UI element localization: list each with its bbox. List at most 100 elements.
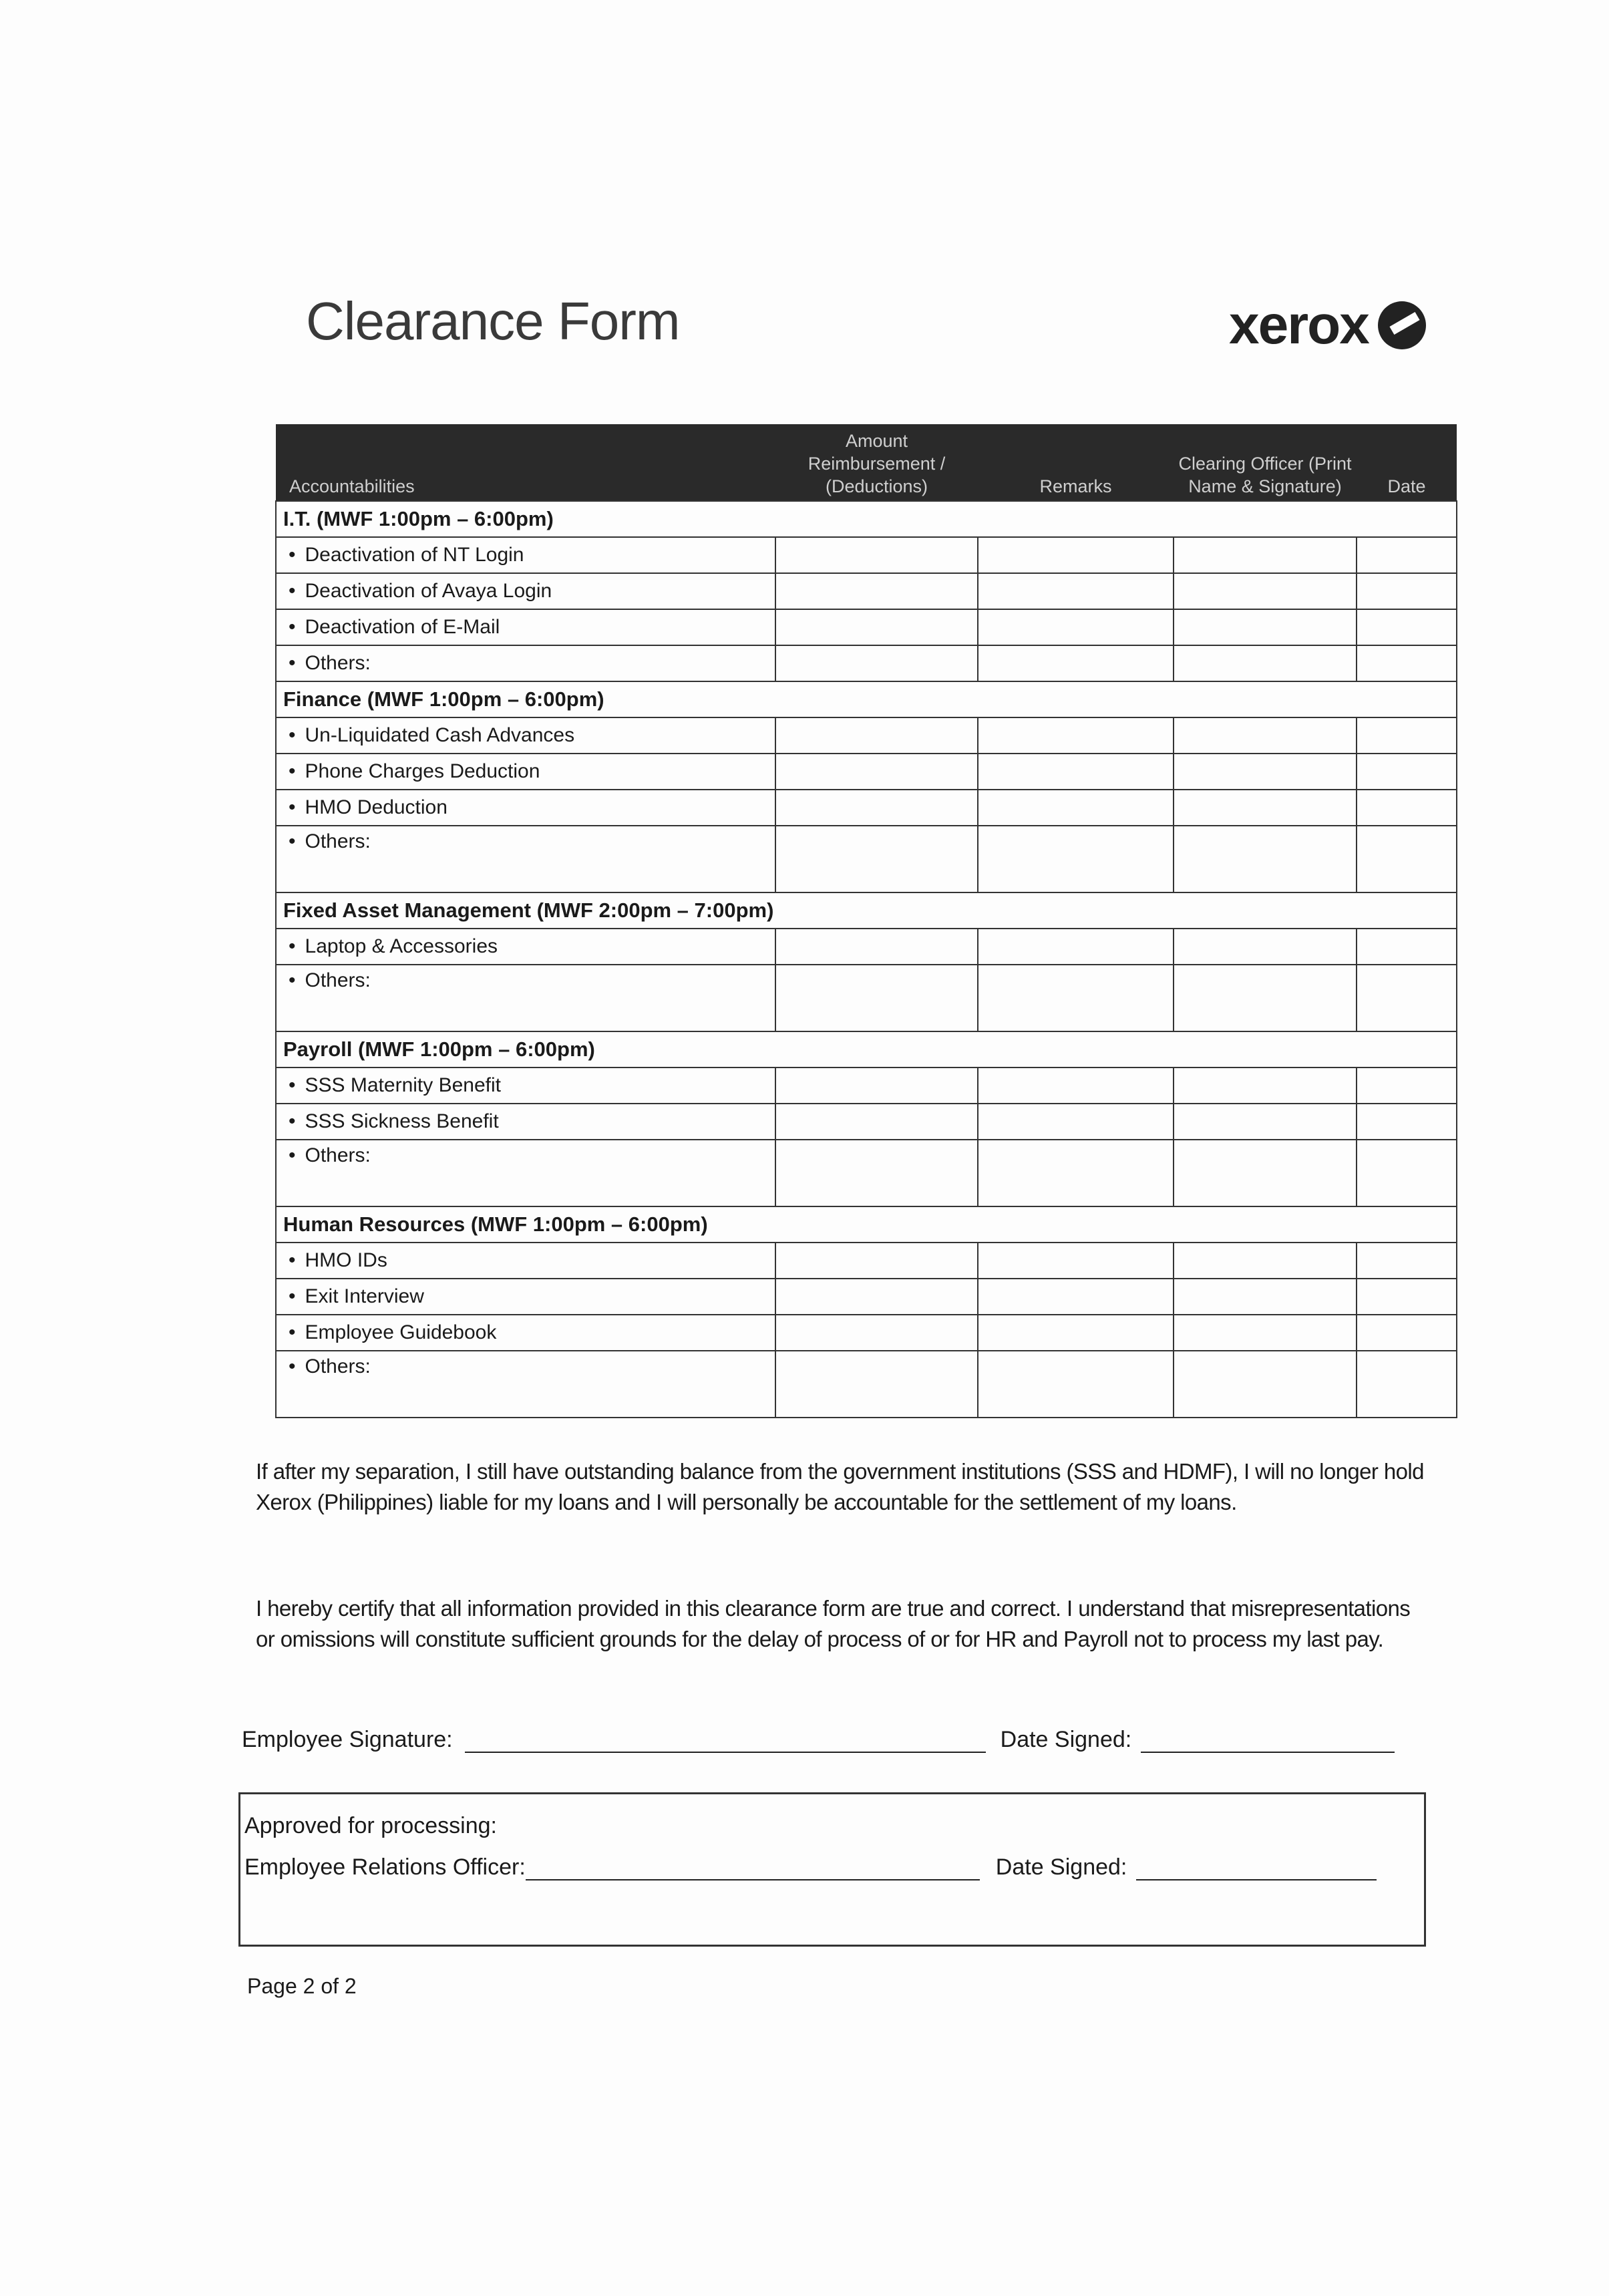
clearing-officer-cell[interactable]: [1173, 928, 1357, 965]
date-cell[interactable]: [1356, 753, 1457, 790]
amount-cell[interactable]: [775, 928, 978, 965]
clearing-officer-cell[interactable]: [1173, 1103, 1357, 1140]
section-row: Finance (MWF 1:00pm – 6:00pm): [275, 681, 1457, 718]
table-header-row: Accountabilities Amount Reimbursement / …: [276, 424, 1457, 501]
bullet-icon: •: [289, 1249, 296, 1271]
clearing-officer-cell[interactable]: [1173, 1314, 1357, 1351]
amount-cell[interactable]: [775, 1314, 978, 1351]
header-date: Date: [1357, 424, 1457, 501]
item-label: Others:: [305, 830, 371, 852]
remarks-cell[interactable]: [977, 572, 1174, 610]
remarks-cell[interactable]: [977, 609, 1174, 646]
remarks-cell[interactable]: [977, 1067, 1174, 1104]
clearing-officer-cell[interactable]: [1173, 825, 1357, 893]
bullet-icon: •: [289, 1285, 296, 1307]
amount-cell[interactable]: [775, 609, 978, 646]
remarks-cell[interactable]: [977, 825, 1174, 893]
date-cell[interactable]: [1356, 964, 1457, 1032]
section-row: I.T. (MWF 1:00pm – 6:00pm): [275, 500, 1457, 538]
date-cell[interactable]: [1356, 928, 1457, 965]
remarks-cell[interactable]: [977, 1278, 1174, 1315]
item-label: HMO IDs: [305, 1249, 387, 1271]
amount-cell[interactable]: [775, 964, 978, 1032]
date-cell[interactable]: [1356, 717, 1457, 754]
remarks-cell[interactable]: [977, 1139, 1174, 1207]
date-cell[interactable]: [1356, 789, 1457, 826]
date-cell[interactable]: [1356, 1242, 1457, 1279]
date-cell[interactable]: [1356, 572, 1457, 610]
amount-cell[interactable]: [775, 1350, 978, 1418]
clearing-officer-cell[interactable]: [1173, 1350, 1357, 1418]
bullet-icon: •: [289, 1321, 296, 1343]
section-title: Payroll (MWF 1:00pm – 6:00pm): [275, 1031, 1457, 1068]
clearing-officer-cell[interactable]: [1173, 645, 1357, 682]
date-cell[interactable]: [1356, 645, 1457, 682]
clearing-officer-cell[interactable]: [1173, 1242, 1357, 1279]
remarks-cell[interactable]: [977, 1242, 1174, 1279]
item-label: Others:: [305, 1355, 371, 1377]
item-label: Un-Liquidated Cash Advances: [305, 724, 575, 746]
date-cell[interactable]: [1356, 1350, 1457, 1418]
approval-date-field[interactable]: [1136, 1859, 1377, 1880]
remarks-cell[interactable]: [977, 1314, 1174, 1351]
bullet-icon: •: [289, 1110, 296, 1132]
item-label: Employee Guidebook: [305, 1321, 497, 1343]
date-signed-field[interactable]: [1141, 1732, 1395, 1753]
amount-cell[interactable]: [775, 1242, 978, 1279]
date-cell[interactable]: [1356, 825, 1457, 893]
amount-cell[interactable]: [775, 789, 978, 826]
item-label: Deactivation of NT Login: [305, 544, 524, 566]
amount-cell[interactable]: [775, 825, 978, 893]
remarks-cell[interactable]: [977, 1103, 1174, 1140]
amount-cell[interactable]: [775, 572, 978, 610]
bullet-icon: •: [289, 724, 296, 746]
table-row: • Deactivation of NT Login: [275, 536, 1457, 574]
employee-signature-field[interactable]: [464, 1732, 986, 1753]
bullet-icon: •: [289, 935, 296, 957]
clearing-officer-cell[interactable]: [1173, 1139, 1357, 1207]
clearing-officer-cell[interactable]: [1173, 717, 1357, 754]
clearing-officer-cell[interactable]: [1173, 609, 1357, 646]
clearing-officer-cell[interactable]: [1173, 536, 1357, 574]
date-cell[interactable]: [1356, 1278, 1457, 1315]
date-cell[interactable]: [1356, 1139, 1457, 1207]
amount-cell[interactable]: [775, 717, 978, 754]
accountability-item: • Others:: [275, 645, 776, 682]
approval-date-label: Date Signed:: [995, 1854, 1127, 1880]
amount-cell[interactable]: [775, 536, 978, 574]
clearing-officer-cell[interactable]: [1173, 964, 1357, 1032]
remarks-cell[interactable]: [977, 536, 1174, 574]
date-cell[interactable]: [1356, 1103, 1457, 1140]
table-row: • Exit Interview: [275, 1278, 1457, 1315]
officer-signature-field[interactable]: [525, 1859, 980, 1880]
clearing-officer-cell[interactable]: [1173, 572, 1357, 610]
amount-cell[interactable]: [775, 1067, 978, 1104]
clearing-officer-cell[interactable]: [1173, 1278, 1357, 1315]
remarks-cell[interactable]: [977, 753, 1174, 790]
section-row: Payroll (MWF 1:00pm – 6:00pm): [275, 1031, 1457, 1068]
date-cell[interactable]: [1356, 1314, 1457, 1351]
clearing-officer-cell[interactable]: [1173, 753, 1357, 790]
amount-cell[interactable]: [775, 1139, 978, 1207]
accountability-item: • SSS Sickness Benefit: [275, 1103, 776, 1140]
accountability-item: • Deactivation of E-Mail: [275, 609, 776, 646]
remarks-cell[interactable]: [977, 717, 1174, 754]
clearing-officer-cell[interactable]: [1173, 789, 1357, 826]
amount-cell[interactable]: [775, 753, 978, 790]
table-row: • Un-Liquidated Cash Advances: [275, 717, 1457, 754]
accountability-item: • HMO Deduction: [275, 789, 776, 826]
date-cell[interactable]: [1356, 536, 1457, 574]
date-cell[interactable]: [1356, 1067, 1457, 1104]
remarks-cell[interactable]: [977, 789, 1174, 826]
remarks-cell[interactable]: [977, 928, 1174, 965]
accountability-item: • SSS Maternity Benefit: [275, 1067, 776, 1104]
date-cell[interactable]: [1356, 609, 1457, 646]
section-title: I.T. (MWF 1:00pm – 6:00pm): [275, 500, 1457, 538]
amount-cell[interactable]: [775, 1278, 978, 1315]
remarks-cell[interactable]: [977, 645, 1174, 682]
remarks-cell[interactable]: [977, 964, 1174, 1032]
amount-cell[interactable]: [775, 1103, 978, 1140]
remarks-cell[interactable]: [977, 1350, 1174, 1418]
amount-cell[interactable]: [775, 645, 978, 682]
clearing-officer-cell[interactable]: [1173, 1067, 1357, 1104]
